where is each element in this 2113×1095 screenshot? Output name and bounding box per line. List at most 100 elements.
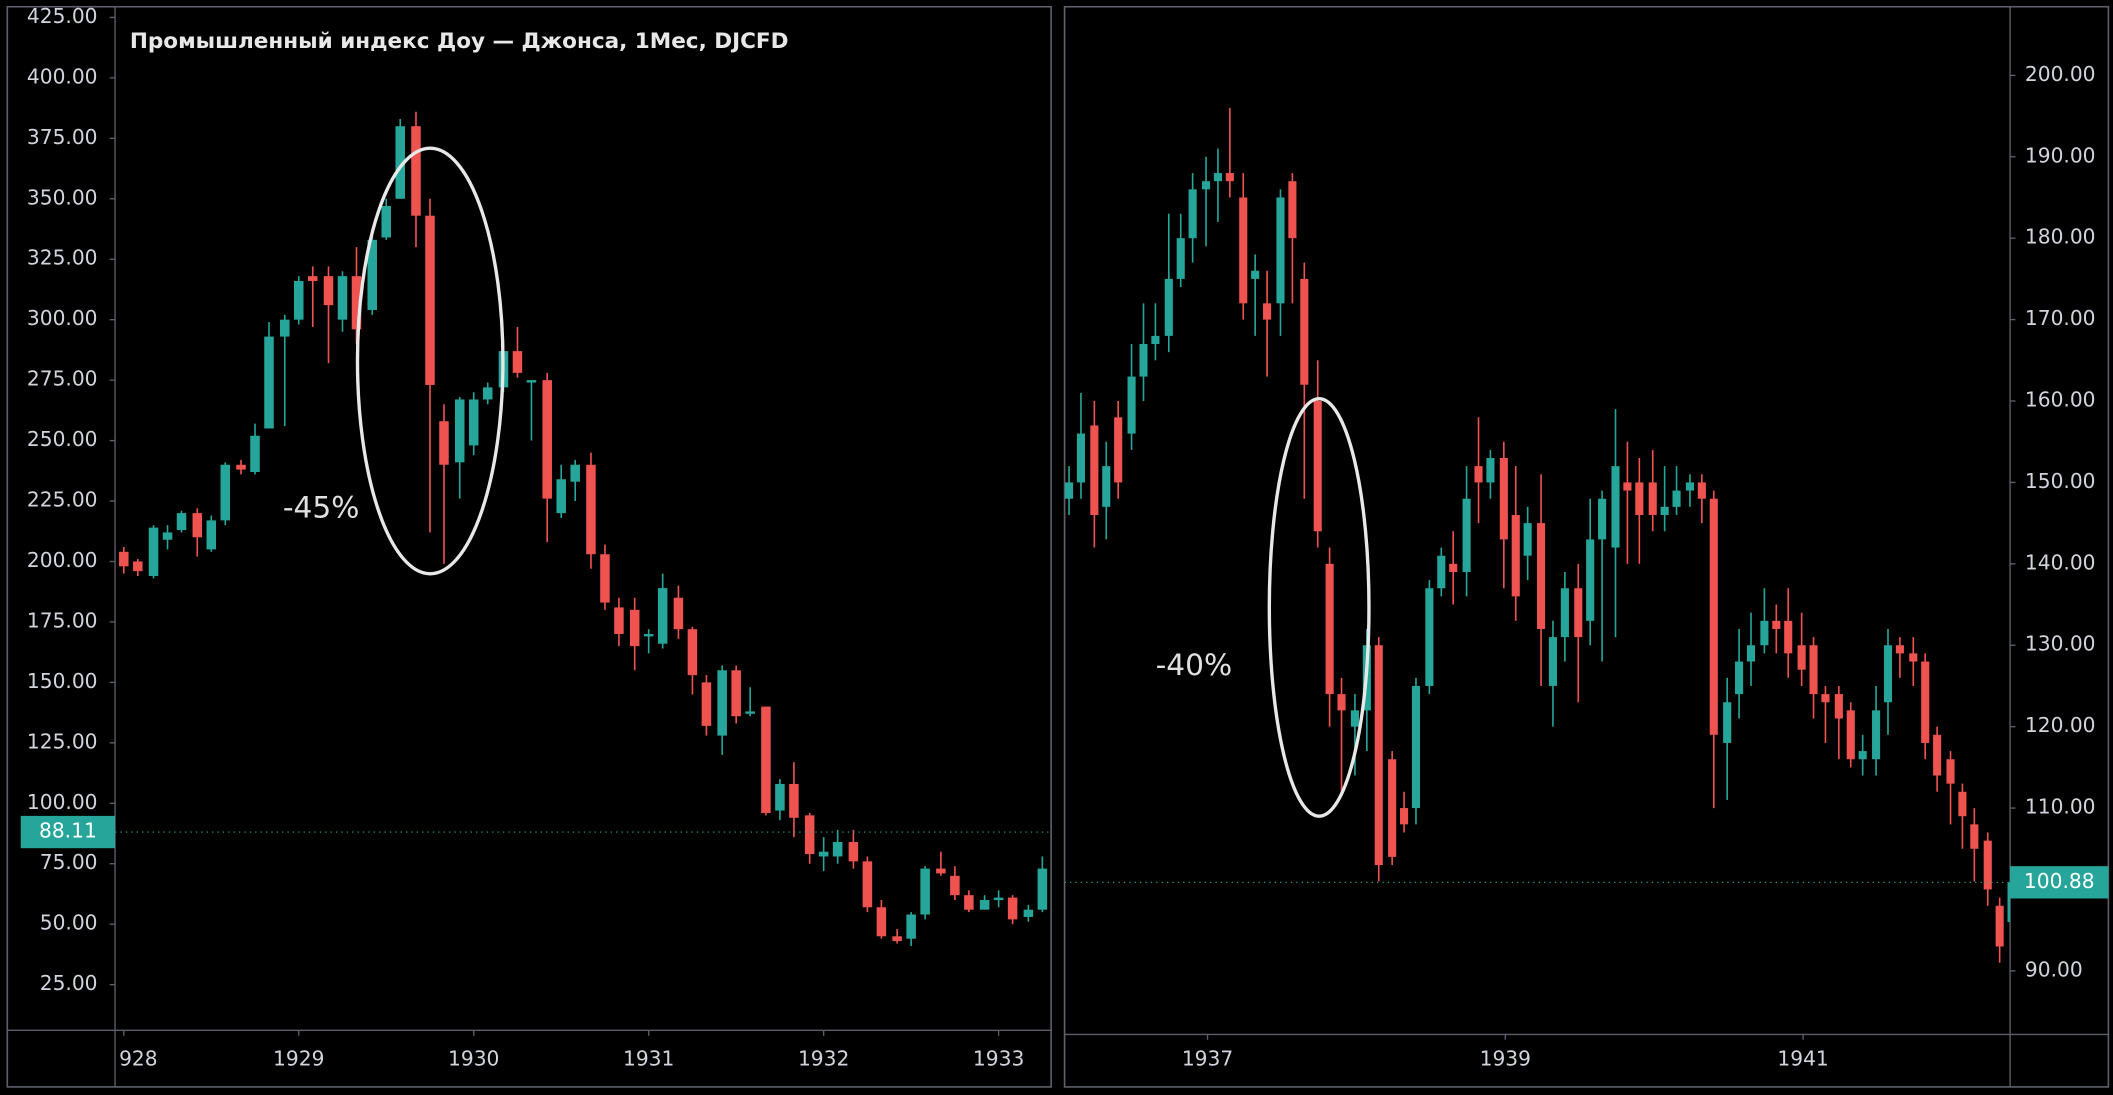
panel-frame: [1063, 5, 2110, 1088]
candle-body: [468, 399, 479, 446]
candle-body: [1858, 751, 1867, 760]
candle-body: [1102, 466, 1111, 507]
candle-body: [1809, 645, 1818, 695]
candle-body: [600, 554, 610, 603]
y-tick-label: 100.00: [27, 790, 98, 814]
candle-body: [1276, 197, 1285, 304]
y-tick-label: 25.00: [40, 971, 98, 995]
candle-body: [1895, 645, 1904, 654]
candle-body: [1611, 466, 1620, 548]
x-tick-label: 1937: [1182, 1046, 1233, 1070]
candle-body: [1574, 588, 1583, 638]
candle-body: [1970, 824, 1979, 849]
last-value-box: [20, 815, 116, 849]
candle-body: [323, 276, 334, 306]
candle-body: [1037, 868, 1048, 910]
candle-body: [920, 868, 930, 915]
candle-body: [643, 634, 654, 637]
candle-body: [236, 464, 246, 470]
y-tick-label: 250.00: [27, 427, 98, 451]
y-tick-label: 200.00: [27, 548, 98, 572]
y-tick-label: 175.00: [27, 608, 98, 632]
candle-body: [950, 875, 960, 896]
y-tick-label: 325.00: [27, 246, 98, 270]
candle-body: [629, 609, 640, 647]
x-tick-label: 1931: [623, 1046, 674, 1070]
last-value-box: [2010, 866, 2109, 899]
x-tick-label: 1939: [1480, 1046, 1531, 1070]
candle-body: [162, 532, 173, 540]
y-tick-label: 400.00: [27, 64, 98, 88]
x-tick-label: 928: [119, 1046, 158, 1070]
y-tick-label: 150.00: [27, 669, 98, 693]
candle-body: [876, 907, 887, 937]
candle-body: [307, 276, 318, 281]
candle-body: [701, 682, 712, 726]
y-tick-label: 125.00: [27, 729, 98, 753]
x-tick-label: 1933: [973, 1046, 1024, 1070]
candle-body: [1883, 645, 1893, 703]
annotation: -45%: [283, 490, 360, 525]
y-tick-label: 50.00: [40, 911, 98, 935]
candle-body: [1411, 685, 1421, 809]
candle-body: [411, 126, 421, 216]
candle-body: [1425, 588, 1434, 686]
candle-body: [512, 351, 523, 373]
candle-body: [192, 513, 203, 538]
candle-body: [542, 380, 552, 499]
candle-body: [1437, 555, 1446, 589]
candle-body: [586, 464, 596, 555]
candle-body: [1288, 181, 1297, 239]
candle-body: [119, 551, 129, 567]
candle-body: [351, 276, 362, 330]
candle-body: [1685, 482, 1695, 491]
candle-body: [1660, 506, 1669, 515]
candle-body: [657, 588, 668, 644]
candle-body: [1239, 197, 1248, 304]
candle-body: [454, 399, 465, 463]
candle-body: [1139, 344, 1148, 377]
candle-body: [1697, 482, 1706, 499]
candle-body: [614, 607, 624, 635]
candle-body: [1834, 694, 1843, 719]
candle-body: [482, 387, 493, 400]
y-tick-label: 190.00: [2025, 143, 2096, 167]
candle-body: [1164, 278, 1173, 336]
candle-body: [1946, 759, 1955, 784]
candle-body: [1821, 694, 1830, 703]
candle-body: [1523, 523, 1532, 556]
candle-body: [1263, 303, 1272, 320]
y-tick-label: 140.00: [2025, 550, 2096, 574]
candle-body: [280, 319, 290, 337]
candle-body: [1300, 278, 1309, 385]
candle-body: [1772, 620, 1781, 629]
candle-body: [1548, 637, 1558, 686]
candle-body: [1350, 710, 1359, 727]
candle-body: [1064, 482, 1074, 499]
plot-area: [1064, 107, 2011, 963]
candle-body: [1958, 791, 1967, 817]
candle-body: [1995, 905, 2004, 947]
x-tick-label: 1941: [1777, 1046, 1828, 1070]
candle-body: [862, 861, 873, 908]
candle-body: [1176, 238, 1185, 279]
candle-body: [1400, 808, 1409, 825]
candle-body: [1983, 840, 1992, 890]
candle-body: [1648, 482, 1657, 515]
y-tick-label: 375.00: [27, 125, 98, 149]
candle-body: [717, 670, 727, 736]
candle-body: [1846, 710, 1855, 760]
candle-body: [848, 841, 859, 862]
candle-body: [731, 670, 741, 717]
annotation: -40%: [1156, 647, 1233, 682]
candle-body: [1023, 909, 1034, 917]
candle-body: [148, 527, 159, 576]
candle-body: [789, 783, 799, 818]
candle-body: [250, 435, 260, 473]
candle-body: [1933, 734, 1942, 776]
y-tick-label: 200.00: [2025, 62, 2096, 86]
candle-body: [1537, 523, 1546, 629]
